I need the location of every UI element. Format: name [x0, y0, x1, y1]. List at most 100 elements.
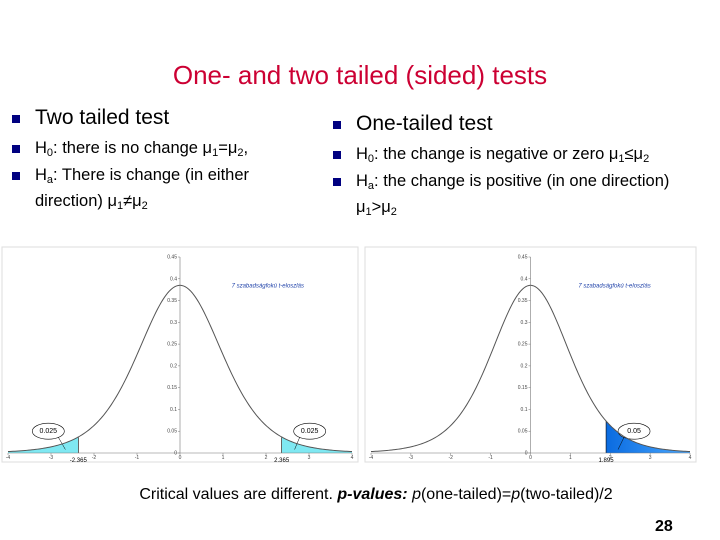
tail-callout — [617, 422, 651, 440]
x-tick-label: 2 — [609, 455, 612, 461]
left-column: Two tailed test H0: there is no change μ… — [12, 106, 312, 218]
footnote-text: p — [511, 486, 521, 503]
bullet: Ha: the change is positive (in one direc… — [333, 171, 703, 223]
y-tick-label: 0.1 — [170, 407, 177, 413]
bullet-text: 0 — [367, 153, 375, 165]
y-tick-label: 0.4 — [521, 276, 528, 282]
y-tick-label: 0.45 — [518, 255, 528, 261]
bullet-text: 2 — [237, 147, 244, 159]
x-tick-label: -1 — [135, 455, 140, 461]
figures: -2.365 0.025 2.365 0.025 -4 -3 -2 -1 0 1 2 3 4 0 0.05 0… — [1, 246, 697, 464]
tail-area — [281, 436, 352, 453]
bullet-text: H — [356, 172, 368, 190]
critical-value-label: -2.365 — [70, 458, 88, 464]
bullet-text: : there is no change μ — [53, 139, 213, 157]
bullet-text: 1 — [618, 153, 625, 165]
y-tick-label: 0.15 — [518, 385, 528, 391]
bullet-text: =μ — [218, 139, 238, 157]
x-tick-label: 0 — [529, 455, 532, 461]
y-tick-label: 0.25 — [167, 342, 177, 348]
bullet: Ha: There is change (in either direction… — [12, 165, 312, 217]
tail-area — [8, 436, 79, 453]
x-tick-label: 1 — [569, 455, 572, 461]
tail-area-label: 0.025 — [301, 428, 319, 435]
y-tick-label: 0.35 — [167, 298, 177, 304]
tail-area-label: 0.05 — [627, 428, 641, 435]
column-heading: One-tailed test — [333, 112, 703, 136]
bullet-text: H — [35, 166, 47, 184]
x-tick-label: -2 — [92, 455, 97, 461]
y-tick-label: 0.05 — [518, 429, 528, 435]
bullet-text: H — [356, 145, 368, 163]
tail-callout — [293, 422, 326, 440]
footnote-text: (two-tailed)/2 — [520, 486, 613, 503]
critical-value-label: 2.365 — [274, 458, 290, 464]
x-tick-label: 4 — [689, 455, 692, 461]
bullet-text: 2 — [643, 153, 650, 165]
y-tick-label: 0.25 — [518, 342, 528, 348]
column-heading: Two tailed test — [12, 106, 312, 130]
y-tick-label: 0.2 — [170, 363, 177, 369]
x-tick-label: 3 — [649, 455, 652, 461]
y-tick-label: 0.3 — [170, 320, 177, 326]
bullet-text: , — [243, 139, 249, 157]
figure: 1.895 0.05 -4 -3 -2 -1 0 1 2 3 4 0 0.05 0.1 0.15 0.2 0.2… — [364, 246, 697, 464]
slide-title: One- and two tailed (sided) tests — [172, 60, 548, 90]
figure-caption: 7 szabadságfokú t-eloszlás — [578, 283, 650, 289]
footnote-text: (one-tailed)= — [420, 486, 512, 503]
bullet-text: >μ — [371, 198, 391, 216]
y-tick-label: 0 — [174, 451, 177, 457]
y-tick-label: 0.45 — [167, 255, 177, 261]
callout-pointer — [58, 437, 66, 450]
bullet: H0: the change is negative or zero μ1≤μ2 — [333, 144, 703, 170]
tail-area — [606, 421, 690, 453]
tail-callout — [32, 422, 65, 440]
x-tick-label: -4 — [369, 455, 374, 461]
y-tick-label: 0.4 — [170, 276, 177, 282]
y-tick-label: 0.05 — [167, 429, 177, 435]
bullet-text: 1 — [116, 200, 124, 212]
x-tick-label: -3 — [409, 455, 414, 461]
x-tick-label: 0 — [179, 455, 182, 461]
bullet-text: 2 — [390, 206, 397, 218]
footnote: Critical values are different. p-values:… — [0, 486, 720, 504]
figure: -2.365 0.025 2.365 0.025 -4 -3 -2 -1 0 1 2 3 4 0 0.05 0… — [1, 246, 359, 464]
footnote-text: p-values: — [337, 486, 408, 503]
bullet-text: H — [35, 139, 47, 157]
bullet-text: : the change is negative or zero μ — [374, 145, 619, 163]
bullet-text: : There is change (in either direction) … — [35, 166, 250, 210]
bullet-text: ≤μ — [624, 145, 644, 163]
y-tick-label: 0.1 — [521, 407, 528, 413]
tail-area-label: 0.025 — [40, 428, 58, 435]
footnote-text: Critical values are different. — [139, 486, 338, 503]
x-tick-label: -2 — [449, 455, 454, 461]
bullet-text: : the change is positive (in one directi… — [356, 172, 670, 216]
callout-pointer — [617, 437, 625, 450]
x-tick-label: -1 — [488, 455, 493, 461]
x-tick-label: 2 — [265, 455, 268, 461]
figure-caption: 7 szabadságfokú t-eloszlás — [232, 283, 304, 289]
bullet-text: a — [46, 174, 54, 186]
bullet: H0: there is no change μ1=μ2, — [12, 138, 312, 164]
y-tick-label: 0.15 — [167, 385, 177, 391]
critical-value-label: 1.895 — [599, 458, 615, 464]
bullet-text: 2 — [141, 200, 148, 212]
y-tick-label: 0.2 — [521, 363, 528, 369]
bullet-text: ≠μ — [123, 192, 142, 210]
bullet-text: 1 — [365, 206, 372, 218]
bullet-text: 0 — [46, 147, 54, 159]
page-number: 28 — [655, 518, 673, 535]
plot-frame — [364, 246, 697, 463]
x-tick-label: -3 — [49, 455, 54, 461]
footnote-text: p — [412, 486, 421, 503]
right-column: One-tailed test H0: the change is negati… — [333, 112, 703, 224]
x-tick-label: 4 — [351, 455, 354, 461]
bullet-text: a — [367, 180, 375, 192]
bullet-text: 1 — [212, 147, 219, 159]
plot-frame — [1, 246, 359, 463]
y-tick-label: 0.3 — [521, 320, 528, 326]
x-tick-label: 1 — [222, 455, 225, 461]
x-tick-label: -4 — [6, 455, 11, 461]
y-tick-label: 0.35 — [518, 298, 528, 304]
